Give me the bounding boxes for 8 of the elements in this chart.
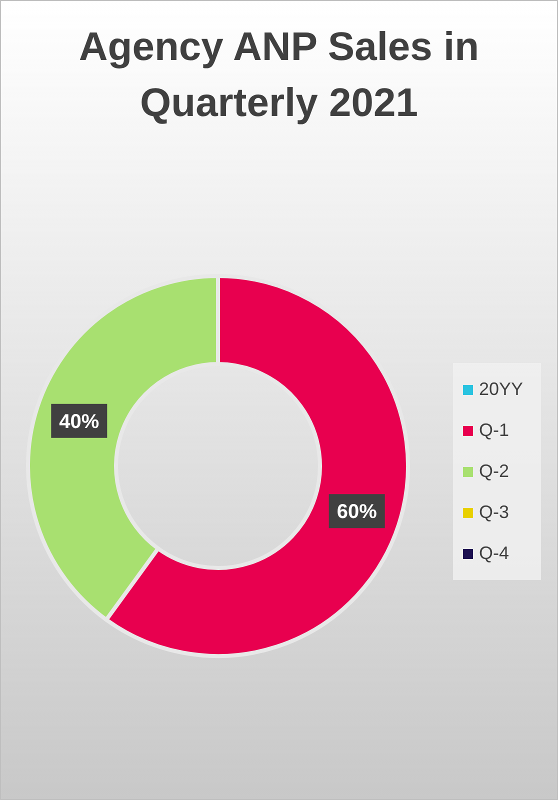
slice-label: Q-1 bbox=[479, 420, 510, 441]
chart-title: Agency ANP Sales in Quarterly 2021 bbox=[78, 24, 480, 127]
legend-label: Q-4 bbox=[479, 543, 510, 564]
data-label: 40% bbox=[59, 410, 100, 433]
legend-label: Q-3 bbox=[479, 502, 510, 523]
data-label: 60% bbox=[336, 501, 378, 524]
legend-label: 20YY bbox=[479, 379, 524, 400]
legend-label: Q-2 bbox=[479, 461, 510, 482]
